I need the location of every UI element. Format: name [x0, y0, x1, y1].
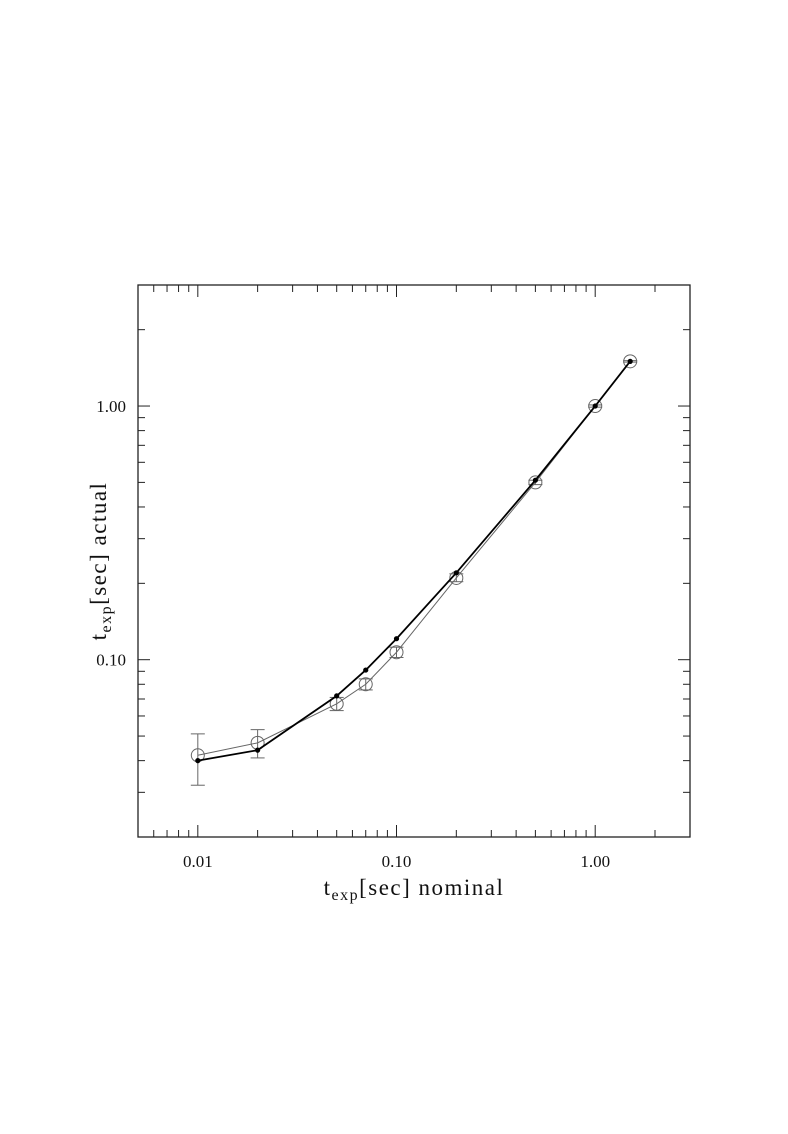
data-point-filled [334, 693, 340, 699]
data-point-open [588, 399, 603, 414]
y-axis-title-sub: exp [98, 605, 115, 633]
x-tick-label: 0.01 [183, 852, 213, 871]
tick-labels: 0.01 0.10 1.00 0.10 1.00 [96, 397, 610, 871]
series-line [197, 361, 631, 756]
y-tick-label: 1.00 [96, 397, 126, 416]
y-axis-title-base: t [86, 633, 111, 641]
x-tick-label: 0.10 [382, 852, 412, 871]
plot-frame [137, 284, 691, 838]
series-0 [190, 354, 638, 786]
data-point-open [528, 475, 543, 490]
series-1 [195, 358, 633, 764]
data-point-filled [453, 570, 459, 576]
x-axis-title-sub: exp [331, 887, 359, 904]
x-axis-title-base: t [324, 875, 332, 900]
data-point-open [623, 354, 638, 369]
x-axis-title-rest: [sec] nominal [359, 875, 504, 900]
series-layer [190, 354, 638, 786]
y-tick-label: 0.10 [96, 651, 126, 670]
y-axis-title-rest: [sec] actual [86, 482, 111, 605]
x-tick-label: 1.00 [580, 852, 610, 871]
data-point-filled [532, 477, 538, 483]
data-point-filled [627, 358, 633, 364]
data-point-filled [255, 747, 261, 753]
axis-ticks [137, 284, 691, 838]
data-point-open [389, 645, 404, 660]
series-line [197, 360, 631, 762]
data-point-filled [195, 758, 201, 764]
x-axis-title: texp[sec] nominal [324, 875, 505, 904]
data-point-filled [592, 403, 598, 409]
data-point-filled [363, 667, 369, 673]
data-point-filled [393, 636, 400, 642]
y-axis-title: texp[sec] actual [86, 482, 115, 641]
data-point-open [358, 677, 373, 692]
